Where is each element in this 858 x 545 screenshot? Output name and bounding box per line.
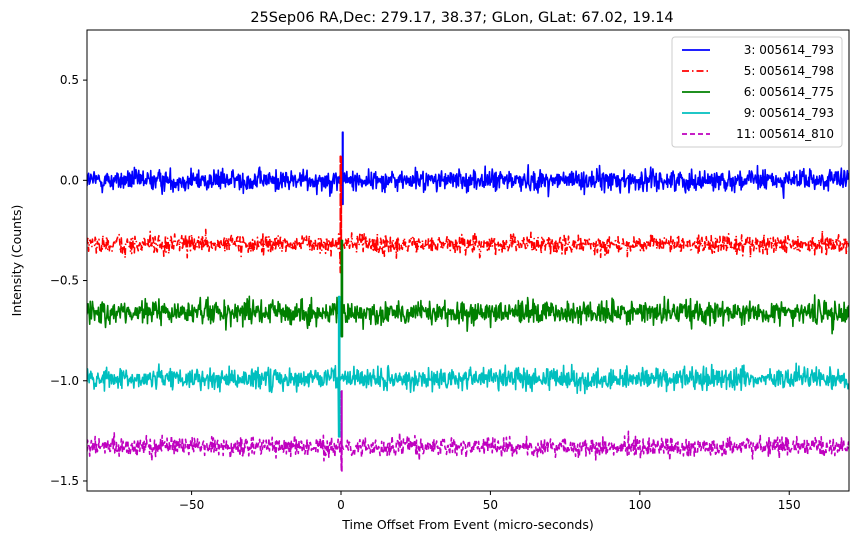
series-line-1 — [87, 131, 849, 206]
legend-box — [671, 36, 843, 148]
chart-title: 25Sep06 RA,Dec: 279.17, 38.37; GLon, GLa… — [250, 10, 673, 26]
y-tick-label: −1.0 — [50, 374, 79, 388]
x-tick-label: 100 — [628, 498, 651, 512]
series-line-5 — [87, 389, 849, 472]
series-line-2 — [87, 155, 849, 274]
x-tick-label: −50 — [179, 498, 204, 512]
legend-label: 6: 005614_775 — [744, 85, 834, 99]
legend-label: 5: 005614_798 — [744, 64, 834, 78]
x-tick-label: 150 — [778, 498, 801, 512]
y-tick-label: 0.5 — [60, 73, 79, 87]
legend-label: 3: 005614_793 — [744, 43, 834, 57]
plot-frame — [86, 29, 850, 492]
legend-label: 9: 005614_793 — [744, 106, 834, 120]
x-tick-label: 50 — [483, 498, 498, 512]
y-tick-label: 0.0 — [60, 173, 79, 187]
series-line-4 — [87, 295, 849, 438]
legend-label: 11: 005614_810 — [736, 127, 834, 141]
series-line-3 — [87, 239, 849, 338]
x-tick-label: 0 — [337, 498, 345, 512]
y-axis-label: Intensity (Counts) — [9, 205, 24, 317]
legend: 3: 005614_793 5: 005614_798 6: 005614_775 9… — [671, 36, 843, 148]
y-tick-label: −0.5 — [50, 274, 79, 288]
x-axis-label: Time Offset From Event (micro-seconds) — [341, 517, 593, 532]
y-tick-label: −1.5 — [50, 474, 79, 488]
